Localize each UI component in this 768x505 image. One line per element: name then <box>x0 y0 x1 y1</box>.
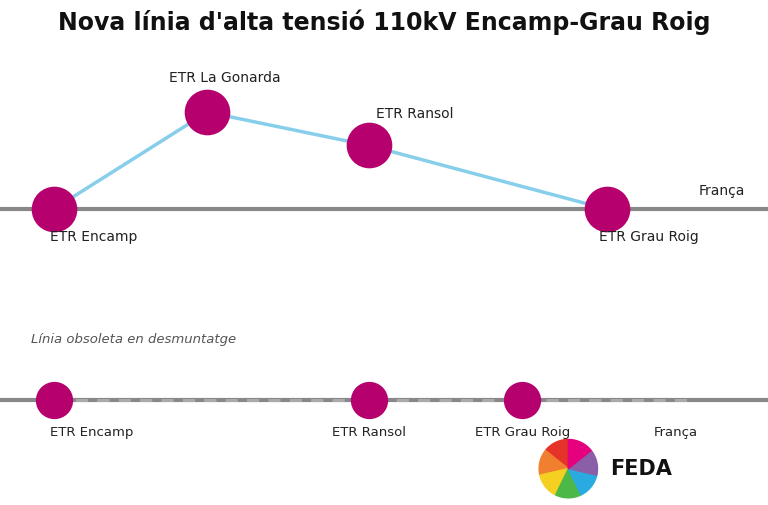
Text: Nova línia d'alta tensió 110kV Encamp-Grau Roig: Nova línia d'alta tensió 110kV Encamp-Gr… <box>58 9 710 34</box>
Point <box>48 205 60 213</box>
Polygon shape <box>568 469 597 495</box>
Polygon shape <box>568 439 591 469</box>
Text: ETR La Gonarda: ETR La Gonarda <box>169 71 280 85</box>
Polygon shape <box>545 439 568 469</box>
Polygon shape <box>556 469 581 498</box>
Point <box>201 108 214 116</box>
Text: França: França <box>699 184 745 198</box>
Text: ETR Ransol: ETR Ransol <box>332 426 406 439</box>
Point <box>516 396 528 404</box>
Polygon shape <box>539 450 568 475</box>
Polygon shape <box>568 450 598 475</box>
Text: ETR Ransol: ETR Ransol <box>376 107 454 121</box>
Polygon shape <box>540 469 568 495</box>
Point <box>362 396 375 404</box>
Point <box>48 396 60 404</box>
Point <box>601 205 613 213</box>
Text: França: França <box>654 426 698 439</box>
Text: FEDA: FEDA <box>611 459 673 479</box>
Point <box>362 141 375 149</box>
Text: ETR Encamp: ETR Encamp <box>50 230 137 244</box>
Text: ETR Grau Roig: ETR Grau Roig <box>599 230 699 244</box>
Text: ETR Grau Roig: ETR Grau Roig <box>475 426 570 439</box>
Text: ETR Encamp: ETR Encamp <box>50 426 134 439</box>
Text: Línia obsoleta en desmuntatge: Línia obsoleta en desmuntatge <box>31 333 236 346</box>
